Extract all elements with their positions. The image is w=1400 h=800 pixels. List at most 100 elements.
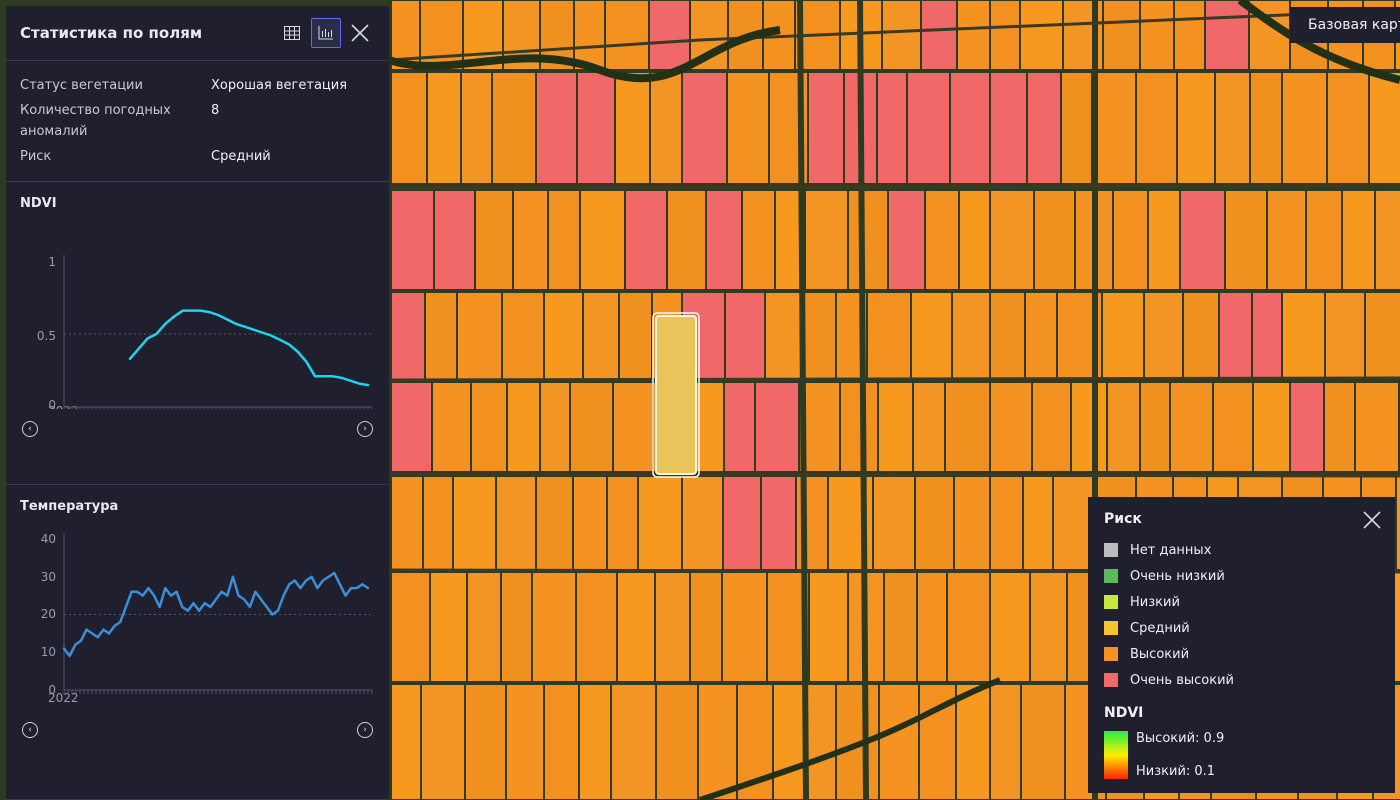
map-field[interactable] bbox=[650, 1, 689, 69]
map-field[interactable] bbox=[1254, 383, 1289, 471]
map-field[interactable] bbox=[1216, 73, 1249, 183]
map-field[interactable] bbox=[580, 685, 610, 799]
map-field[interactable] bbox=[608, 477, 637, 569]
map-field[interactable] bbox=[1104, 1, 1139, 69]
map-field[interactable] bbox=[1035, 191, 1074, 289]
map-field[interactable] bbox=[1397, 477, 1400, 569]
map-field[interactable] bbox=[502, 573, 531, 681]
map-field[interactable] bbox=[1184, 293, 1218, 379]
map-field[interactable] bbox=[766, 293, 801, 379]
map-field[interactable] bbox=[651, 73, 681, 183]
temperature-chart[interactable]: 40 30 20 10 0 2022 bbox=[20, 522, 375, 712]
temperature-next-button[interactable]: › bbox=[357, 722, 373, 738]
map-field[interactable] bbox=[1291, 383, 1323, 471]
map-field[interactable] bbox=[391, 191, 433, 289]
map-field[interactable] bbox=[1268, 191, 1305, 289]
map-field[interactable] bbox=[914, 383, 944, 471]
map-field[interactable] bbox=[657, 685, 697, 799]
map-field[interactable] bbox=[508, 383, 539, 471]
map-field[interactable] bbox=[578, 73, 614, 183]
map-field[interactable] bbox=[691, 573, 721, 681]
map-field[interactable] bbox=[391, 685, 420, 799]
map-field[interactable] bbox=[1283, 73, 1326, 183]
map-field[interactable] bbox=[683, 477, 722, 569]
map-field[interactable] bbox=[878, 73, 906, 183]
map-field[interactable] bbox=[1108, 383, 1139, 471]
map-field[interactable] bbox=[756, 383, 798, 471]
map-field[interactable] bbox=[606, 1, 648, 69]
map-field[interactable] bbox=[1024, 477, 1052, 569]
map-field[interactable] bbox=[574, 477, 606, 569]
ndvi-chart[interactable]: 1 0.5 0 2022 bbox=[20, 219, 375, 418]
map-field[interactable] bbox=[768, 573, 808, 681]
map-field[interactable] bbox=[806, 191, 847, 289]
map-field[interactable] bbox=[841, 383, 877, 471]
map-field[interactable] bbox=[466, 685, 505, 799]
map-field[interactable] bbox=[1251, 73, 1281, 183]
map-field[interactable] bbox=[1145, 293, 1182, 379]
map-field[interactable] bbox=[991, 1, 1019, 69]
map-field[interactable] bbox=[575, 1, 604, 69]
map-field[interactable] bbox=[800, 383, 839, 471]
map-field[interactable] bbox=[1326, 293, 1364, 379]
map-field[interactable] bbox=[948, 573, 989, 681]
map-field[interactable] bbox=[545, 293, 582, 379]
map-field[interactable] bbox=[953, 293, 989, 379]
map-field[interactable] bbox=[1093, 73, 1135, 183]
map-field[interactable] bbox=[912, 293, 951, 379]
map-field[interactable] bbox=[428, 73, 460, 183]
map-field[interactable] bbox=[462, 73, 491, 183]
map-field[interactable] bbox=[537, 477, 572, 569]
map-field[interactable] bbox=[1366, 293, 1400, 379]
map-field[interactable] bbox=[1033, 383, 1070, 471]
map-field[interactable] bbox=[458, 293, 501, 379]
close-panel-button[interactable] bbox=[345, 18, 375, 48]
map-field[interactable] bbox=[620, 293, 651, 379]
map-field[interactable] bbox=[699, 685, 736, 799]
map-field[interactable] bbox=[958, 1, 989, 69]
map-field[interactable] bbox=[725, 383, 754, 471]
table-view-button[interactable] bbox=[277, 18, 307, 48]
basemap-button[interactable]: Базовая карт bbox=[1290, 7, 1400, 43]
map-field[interactable] bbox=[1226, 191, 1266, 289]
map-field[interactable] bbox=[537, 73, 576, 183]
map-field[interactable] bbox=[918, 573, 946, 681]
map-field[interactable] bbox=[1031, 573, 1066, 681]
map-field[interactable] bbox=[880, 685, 918, 799]
map-field[interactable] bbox=[614, 383, 652, 471]
map-field[interactable] bbox=[874, 477, 914, 569]
map-field[interactable] bbox=[1325, 383, 1354, 471]
map-field[interactable] bbox=[668, 191, 705, 289]
map-field[interactable] bbox=[581, 191, 624, 289]
map-field[interactable] bbox=[1137, 73, 1176, 183]
map-field[interactable] bbox=[957, 685, 989, 799]
map-field[interactable] bbox=[807, 685, 835, 799]
map-field[interactable] bbox=[431, 573, 466, 681]
map-field[interactable] bbox=[1141, 383, 1169, 471]
map-field[interactable] bbox=[1103, 293, 1143, 379]
map-field[interactable] bbox=[810, 573, 847, 681]
map-field[interactable] bbox=[991, 685, 1020, 799]
map-field[interactable] bbox=[1343, 191, 1374, 289]
map-field[interactable] bbox=[454, 477, 495, 569]
map-field[interactable] bbox=[991, 293, 1024, 379]
map-field[interactable] bbox=[991, 573, 1029, 681]
map-field[interactable] bbox=[391, 477, 422, 569]
map-field[interactable] bbox=[683, 73, 726, 183]
map-field[interactable] bbox=[1072, 383, 1106, 471]
map-field[interactable] bbox=[726, 293, 764, 379]
map-field[interactable] bbox=[422, 685, 464, 799]
map-field[interactable] bbox=[1214, 383, 1252, 471]
map-field[interactable] bbox=[1028, 73, 1060, 183]
map-field[interactable] bbox=[1220, 293, 1251, 379]
map-field[interactable] bbox=[391, 383, 431, 471]
map-field[interactable] bbox=[1376, 191, 1400, 289]
map-field[interactable] bbox=[1149, 191, 1179, 289]
map-field[interactable] bbox=[922, 1, 956, 69]
map-field[interactable] bbox=[723, 573, 766, 681]
map-field[interactable] bbox=[991, 191, 1033, 289]
ndvi-prev-button[interactable]: ‹ bbox=[22, 421, 38, 437]
map-field[interactable] bbox=[476, 191, 512, 289]
map-field[interactable] bbox=[612, 685, 655, 799]
map-field[interactable] bbox=[541, 383, 569, 471]
